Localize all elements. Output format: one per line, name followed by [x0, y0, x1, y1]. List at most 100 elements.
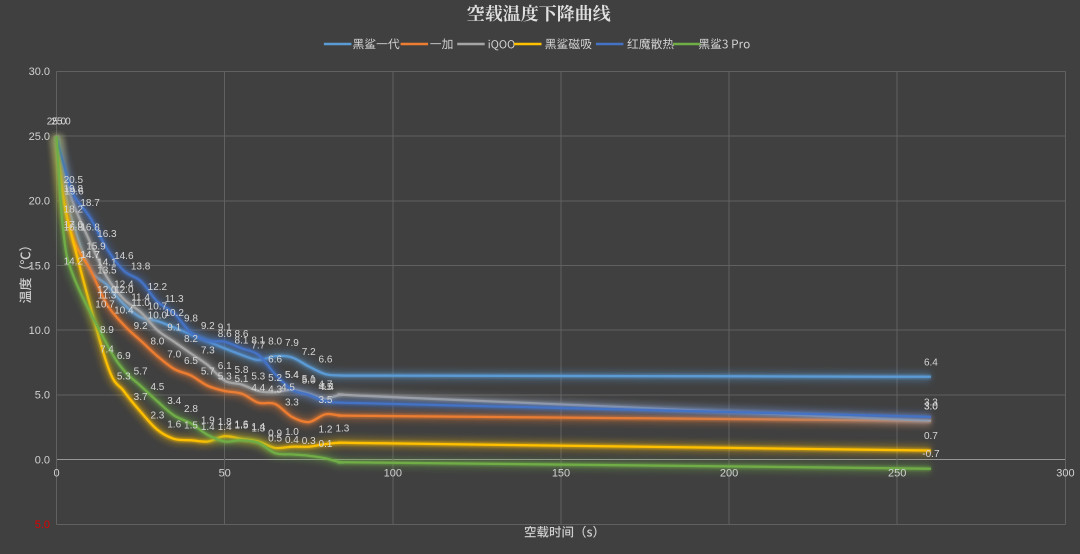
svg-text:18.2: 18.2 — [64, 205, 84, 216]
svg-text:1.5: 1.5 — [235, 421, 249, 432]
svg-text:8.6: 8.6 — [235, 329, 249, 340]
svg-text:2.8: 2.8 — [184, 404, 198, 415]
svg-text:3.3: 3.3 — [924, 397, 938, 408]
svg-text:13.5: 13.5 — [97, 265, 117, 276]
svg-text:200: 200 — [720, 468, 738, 480]
svg-text:3.3: 3.3 — [285, 397, 299, 408]
svg-text:250: 250 — [888, 468, 906, 480]
svg-text:6.6: 6.6 — [268, 355, 282, 366]
svg-text:4.4: 4.4 — [320, 382, 334, 393]
svg-text:4.4: 4.4 — [251, 383, 265, 394]
svg-text:3.0: 3.0 — [924, 401, 938, 412]
svg-text:18.7: 18.7 — [80, 198, 100, 209]
svg-text:25.0: 25.0 — [51, 117, 71, 128]
svg-text:4.3: 4.3 — [268, 385, 282, 396]
svg-text:10.7: 10.7 — [148, 302, 168, 313]
svg-text:11.3: 11.3 — [165, 294, 184, 305]
svg-text:11.3: 11.3 — [98, 291, 117, 302]
svg-text:9.2: 9.2 — [134, 321, 148, 332]
svg-text:6.1: 6.1 — [218, 361, 232, 372]
svg-text:8.2: 8.2 — [184, 334, 198, 345]
svg-text:8.9: 8.9 — [100, 325, 114, 336]
svg-text:0.7: 0.7 — [924, 431, 938, 442]
svg-text:4.5: 4.5 — [150, 382, 164, 393]
svg-text:8.0: 8.0 — [268, 337, 282, 348]
svg-text:0.9: 0.9 — [268, 429, 282, 440]
svg-text:14.6: 14.6 — [114, 251, 134, 262]
svg-text:1.3: 1.3 — [335, 423, 349, 434]
svg-text:12.4: 12.4 — [114, 280, 134, 291]
svg-text:6.5: 6.5 — [184, 356, 198, 367]
svg-text:0.0: 0.0 — [35, 454, 50, 466]
svg-text:2.3: 2.3 — [150, 410, 164, 421]
svg-text:1.6: 1.6 — [167, 419, 181, 430]
svg-text:3.7: 3.7 — [134, 392, 148, 403]
svg-text:25.0: 25.0 — [47, 117, 67, 128]
svg-text:3.5: 3.5 — [319, 395, 333, 406]
svg-text:9.8: 9.8 — [184, 313, 198, 324]
svg-text:0.3: 0.3 — [302, 436, 316, 447]
svg-text:7.7: 7.7 — [251, 341, 265, 352]
svg-text:1.4: 1.4 — [251, 422, 265, 433]
svg-text:50: 50 — [219, 468, 231, 480]
svg-text:15.0: 15.0 — [29, 260, 50, 272]
svg-text:17.0: 17.0 — [64, 220, 84, 231]
svg-text:11.4: 11.4 — [131, 293, 150, 304]
svg-text:14.7: 14.7 — [80, 250, 100, 261]
svg-text:7.2: 7.2 — [302, 347, 316, 358]
svg-text:7.3: 7.3 — [201, 346, 215, 357]
svg-text:5.2: 5.2 — [268, 373, 282, 384]
svg-text:0.4: 0.4 — [285, 435, 299, 446]
svg-text:5.3: 5.3 — [251, 372, 265, 383]
svg-text:0.1: 0.1 — [319, 439, 333, 450]
svg-text:5.7: 5.7 — [201, 366, 215, 377]
svg-text:12.0: 12.0 — [97, 285, 117, 296]
svg-text:10.2: 10.2 — [164, 308, 184, 319]
svg-text:1.9: 1.9 — [201, 416, 215, 427]
svg-text:0.5: 0.5 — [268, 434, 282, 445]
svg-text:150: 150 — [552, 468, 570, 480]
svg-text:19.6: 19.6 — [64, 187, 84, 198]
svg-text:14.2: 14.2 — [64, 256, 84, 267]
svg-text:19.8: 19.8 — [64, 184, 84, 195]
svg-text:1.0: 1.0 — [285, 427, 299, 438]
svg-text:4.5: 4.5 — [319, 382, 333, 393]
svg-text:9.1: 9.1 — [167, 322, 181, 333]
svg-text:16.3: 16.3 — [97, 229, 117, 240]
svg-text:12.0: 12.0 — [114, 285, 134, 296]
svg-text:20.5: 20.5 — [64, 175, 84, 186]
svg-text:10.0: 10.0 — [148, 311, 168, 322]
svg-text:8.1: 8.1 — [235, 335, 249, 346]
svg-text:20.0: 20.0 — [29, 196, 50, 208]
svg-text:5.0: 5.0 — [35, 390, 50, 402]
svg-text:7.9: 7.9 — [285, 338, 299, 349]
svg-text:8.6: 8.6 — [218, 329, 232, 340]
svg-text:1.8: 1.8 — [218, 417, 232, 428]
svg-text:14.1: 14.1 — [97, 258, 117, 269]
svg-text:5.1: 5.1 — [302, 374, 316, 385]
svg-text:5.8: 5.8 — [235, 365, 249, 376]
svg-text:10.7: 10.7 — [95, 300, 115, 311]
svg-text:5.4: 5.4 — [285, 370, 299, 381]
svg-text:13.8: 13.8 — [131, 262, 151, 273]
svg-text:7.0: 7.0 — [167, 350, 181, 361]
svg-text:8.1: 8.1 — [251, 335, 265, 346]
svg-text:6.4: 6.4 — [924, 357, 938, 368]
svg-text:100: 100 — [384, 468, 402, 480]
svg-text:5.0: 5.0 — [35, 519, 50, 531]
svg-text:7.4: 7.4 — [100, 344, 114, 355]
svg-text:3.0: 3.0 — [924, 401, 938, 412]
svg-text:1.6: 1.6 — [235, 419, 249, 430]
svg-text:1.5: 1.5 — [184, 421, 198, 432]
svg-text:300: 300 — [1056, 468, 1074, 480]
svg-text:15.9: 15.9 — [86, 242, 106, 253]
svg-text:9.2: 9.2 — [201, 321, 215, 332]
svg-text:11.0: 11.0 — [131, 298, 150, 309]
svg-text:8.0: 8.0 — [150, 337, 164, 348]
svg-text:1.4: 1.4 — [218, 422, 232, 433]
svg-text:16.8: 16.8 — [64, 223, 84, 234]
svg-text:14.7: 14.7 — [80, 250, 100, 261]
svg-text:30.0: 30.0 — [29, 66, 50, 78]
svg-text:9.1: 9.1 — [218, 322, 232, 333]
svg-text:16.8: 16.8 — [80, 223, 100, 234]
